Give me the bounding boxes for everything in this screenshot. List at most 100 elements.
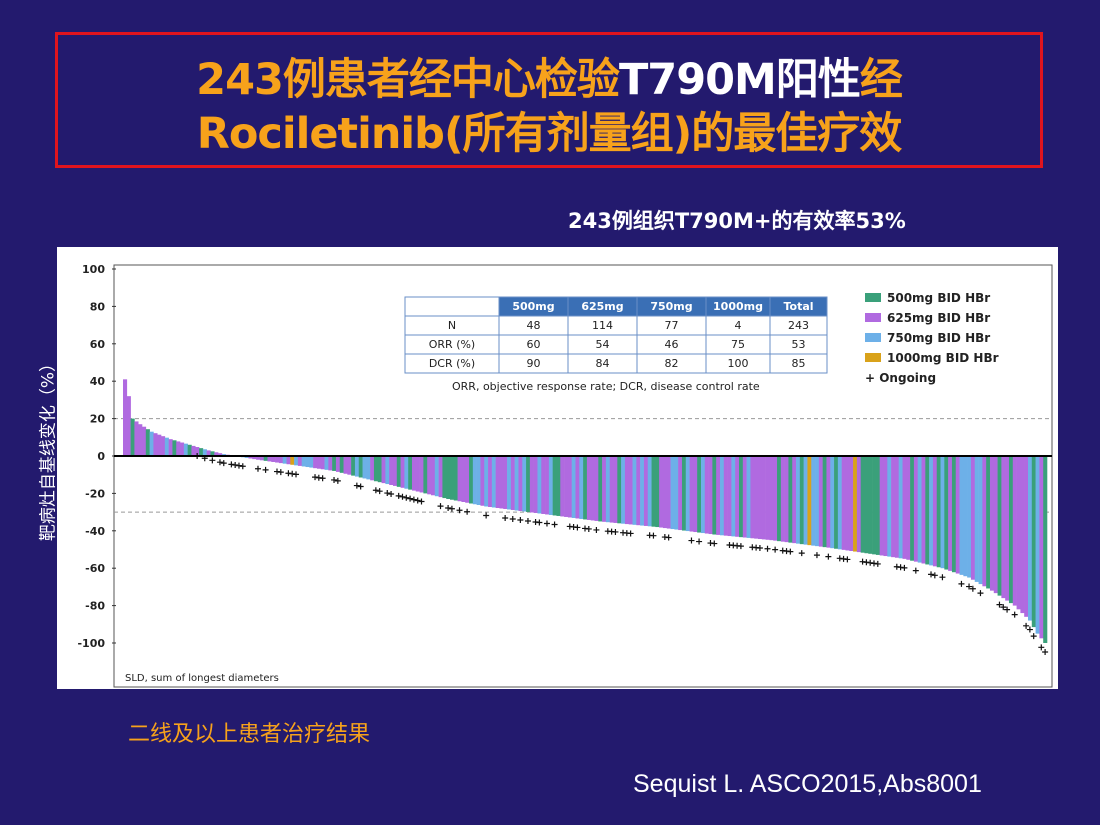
bar — [860, 456, 865, 553]
ongoing-mark — [319, 475, 326, 482]
bar — [465, 456, 470, 503]
bar — [366, 456, 371, 480]
bar — [370, 456, 375, 481]
title-box: 243例患者经中心检验T790M阳性经 Rociletinib(所有剂量组)的最… — [55, 32, 1043, 168]
table-cell-text: 85 — [792, 357, 806, 370]
ongoing-mark — [593, 526, 600, 533]
bar — [590, 456, 595, 521]
ongoing-mark — [524, 517, 531, 524]
ongoing-mark — [977, 590, 984, 597]
bar — [126, 396, 131, 456]
ongoing-mark — [228, 461, 235, 468]
bar — [206, 450, 211, 456]
bar — [187, 444, 192, 456]
ongoing-mark — [825, 553, 832, 560]
bar — [739, 456, 744, 538]
table-header-text: 750mg — [650, 300, 692, 313]
bar — [605, 456, 611, 523]
legend-label: 500mg BID HBr — [887, 291, 990, 305]
bar — [913, 456, 919, 562]
bar — [594, 456, 599, 521]
bar — [145, 429, 150, 456]
bar — [681, 456, 687, 531]
bar — [256, 456, 261, 460]
bar — [693, 456, 698, 533]
bar — [476, 456, 481, 505]
bar — [1020, 456, 1025, 614]
ongoing-mark — [764, 545, 771, 552]
y-tick-label: 40 — [90, 375, 106, 388]
bar — [651, 456, 656, 527]
legend-label: 1000mg BID HBr — [887, 351, 999, 365]
table-cell-text: 54 — [596, 338, 610, 351]
bar — [986, 456, 991, 589]
bar — [929, 456, 934, 566]
bar — [788, 456, 793, 543]
bar — [891, 456, 896, 558]
ongoing-mark — [912, 567, 919, 574]
bar — [377, 456, 382, 483]
bar — [735, 456, 740, 537]
ongoing-mark — [502, 514, 509, 521]
bar — [252, 456, 257, 460]
plot-frame — [113, 264, 1053, 688]
bar — [191, 445, 196, 456]
bar — [799, 456, 804, 545]
bar — [993, 456, 998, 594]
table-cell-text: 84 — [596, 357, 610, 370]
subtitle: 243例组织T790M+的有效率53% — [568, 209, 906, 233]
bar — [967, 456, 972, 578]
bar — [811, 456, 816, 546]
ongoing-mark — [688, 537, 695, 544]
ongoing-mark — [844, 556, 851, 563]
bar — [1012, 456, 1017, 606]
bar — [708, 456, 713, 535]
bar — [948, 456, 953, 571]
table-cell — [404, 296, 500, 317]
bar — [910, 456, 915, 561]
bar — [853, 456, 858, 552]
ongoing-mark — [399, 493, 406, 500]
bar — [507, 456, 512, 510]
bar — [613, 456, 618, 523]
bar — [894, 456, 899, 558]
bar — [643, 456, 649, 526]
bar — [130, 418, 135, 456]
legend-label: 750mg BID HBr — [887, 331, 990, 345]
bar — [761, 456, 766, 540]
bar — [533, 456, 538, 513]
bar — [777, 456, 782, 542]
bar — [780, 456, 785, 542]
bar — [275, 456, 280, 463]
bar — [1031, 456, 1036, 628]
ongoing-mark — [931, 572, 938, 579]
bar — [875, 456, 880, 555]
bar — [548, 456, 553, 515]
ongoing-mark — [874, 560, 881, 567]
ongoing-mark — [410, 496, 417, 503]
ongoing-mark — [262, 466, 269, 473]
table-cell-text: 60 — [527, 338, 541, 351]
table-cell-text: 114 — [592, 319, 613, 332]
bar — [567, 456, 572, 518]
ongoing-mark — [509, 515, 516, 522]
ongoing-mark — [543, 520, 550, 527]
title-line-1-part-c: 经 — [859, 55, 903, 105]
bar — [522, 456, 527, 512]
bar — [571, 456, 576, 518]
ongoing-mark — [232, 462, 239, 468]
bar — [925, 456, 930, 565]
ongoing-mark — [665, 534, 672, 541]
bar — [731, 456, 736, 537]
bar — [959, 456, 964, 575]
bar — [134, 421, 139, 456]
bar — [742, 456, 747, 538]
bar — [431, 456, 436, 496]
ongoing-mark — [1000, 604, 1007, 611]
bar — [769, 456, 774, 541]
bar — [526, 456, 531, 512]
bar — [214, 452, 219, 456]
bar — [552, 456, 557, 516]
ongoing-mark — [696, 538, 703, 545]
legend-label: 625mg BID HBr — [887, 311, 990, 325]
